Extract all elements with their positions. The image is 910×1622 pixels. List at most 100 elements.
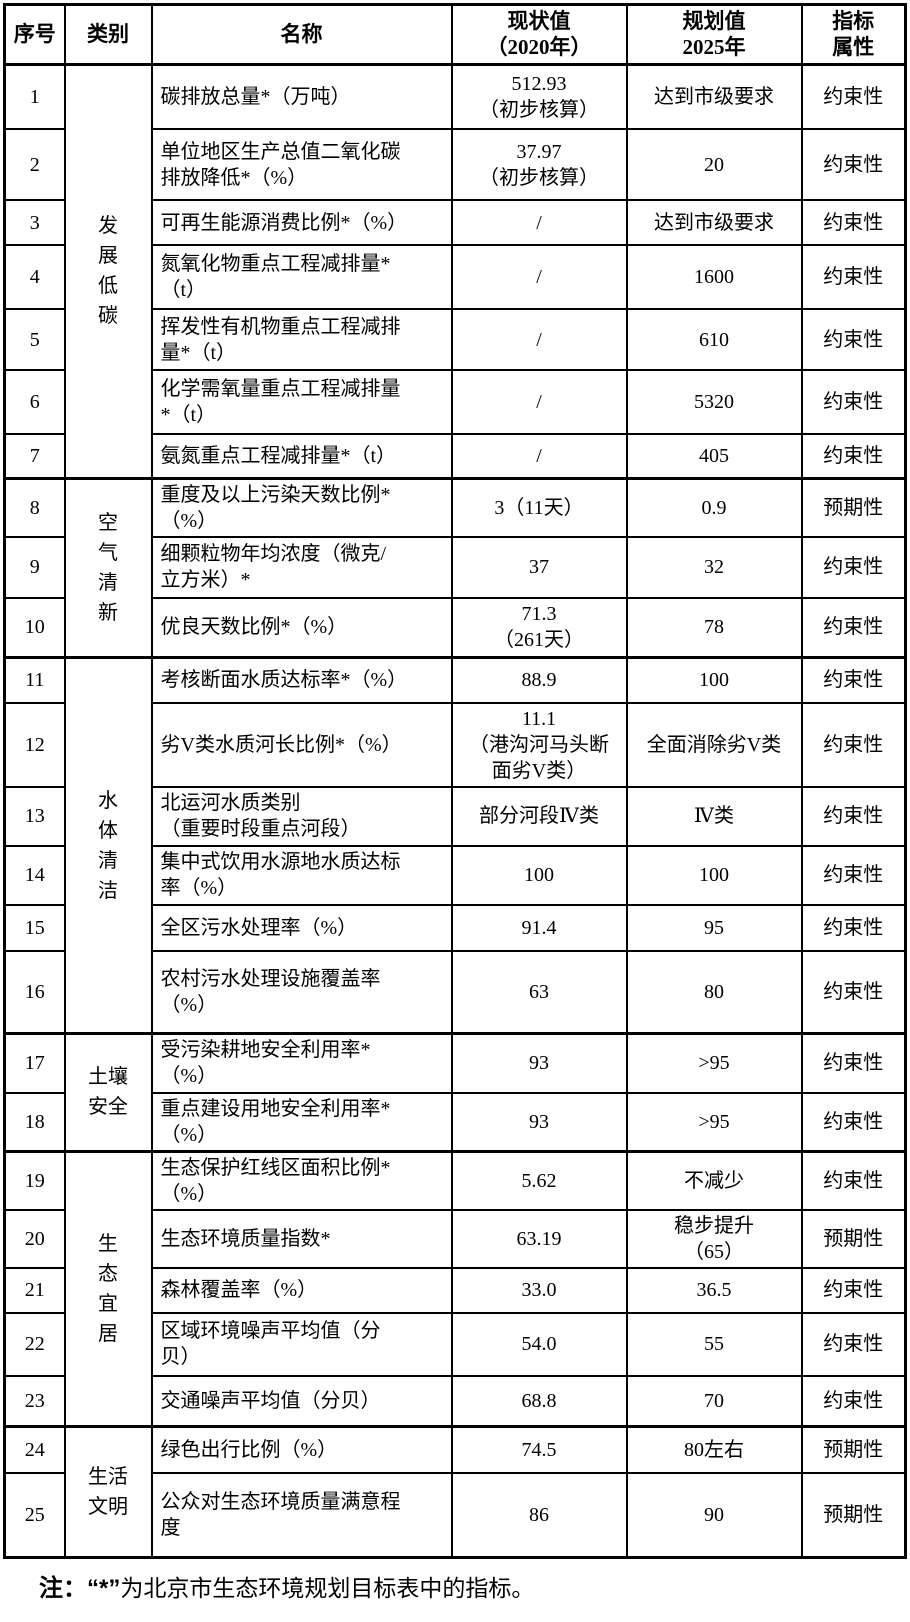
indicator-name-cell: 优良天数比例*（%） [150, 596, 453, 659]
row-number-cell: 1 [3, 63, 66, 130]
indicator-name-cell: 公众对生态环境质量满意程 度 [150, 1471, 453, 1559]
current-value-cell: 100 [450, 844, 628, 906]
indicator-name-cell: 森林覆盖率（%） [150, 1266, 453, 1314]
current-value-cell: / [450, 369, 628, 435]
row-number-cell: 13 [3, 785, 66, 847]
table-row: 9 细颗粒物年均浓度（微克/ 立方米）* 37 32 约束性 [3, 535, 907, 599]
indicator-name-cell: 可再生能源消费比例*（%） [150, 199, 453, 246]
attribute-cell: 约束性 [800, 701, 907, 788]
current-value-cell: / [450, 244, 628, 310]
planned-value-cell: 90 [625, 1471, 803, 1559]
current-value-cell: 88.9 [450, 656, 628, 704]
planned-value-cell: 不减少 [625, 1149, 803, 1211]
indicator-name-cell: 交通噪声平均值（分贝） [150, 1374, 453, 1428]
planned-value-cell: 1600 [625, 244, 803, 310]
current-value-cell: 93 [450, 1032, 628, 1094]
attribute-cell: 预期性 [800, 1471, 907, 1559]
table-row: 21 森林覆盖率（%） 33.0 36.5 约束性 [3, 1266, 907, 1314]
indicator-name-cell: 集中式饮用水源地水质达标 率（%） [150, 844, 453, 906]
row-number-cell: 22 [3, 1311, 66, 1377]
row-number-cell: 18 [3, 1091, 66, 1152]
row-number-cell: 20 [3, 1208, 66, 1269]
table-row: 10 优良天数比例*（%） 71.3 （261天） 78 约束性 [3, 596, 907, 659]
current-value-cell: 部分河段Ⅳ类 [450, 785, 628, 847]
planned-value-cell: 95 [625, 903, 803, 952]
current-value-cell: 33.0 [450, 1266, 628, 1314]
indicator-name-cell: 绿色出行比例（%） [150, 1425, 453, 1474]
indicator-name-cell: 挥发性有机物重点工程减排 量*（t） [150, 308, 453, 371]
row-number-cell: 19 [3, 1149, 66, 1211]
planned-value-cell: 80 [625, 949, 803, 1035]
current-value-cell: 3（11天） [450, 476, 628, 538]
indicator-name-cell: 农村污水处理设施覆盖率 （%） [150, 949, 453, 1035]
attribute-cell: 约束性 [800, 1091, 907, 1152]
attribute-cell: 约束性 [800, 1374, 907, 1428]
indicator-name-cell: 氨氮重点工程减排量*（t） [150, 433, 453, 479]
table-row: 18 重点建设用地安全利用率* （%） 93 >95 约束性 [3, 1091, 907, 1152]
table-row: 20 生态环境质量指数* 63.19 稳步提升 （65） 预期性 [3, 1208, 907, 1269]
planned-value-cell: 32 [625, 535, 803, 599]
attribute-cell: 约束性 [800, 308, 907, 371]
table-row: 25 公众对生态环境质量满意程 度 86 90 预期性 [3, 1471, 907, 1559]
current-value-cell: / [450, 199, 628, 246]
footnote-label: 注： [39, 1575, 87, 1602]
row-number-cell: 3 [3, 199, 66, 246]
row-number-cell: 16 [3, 949, 66, 1035]
attribute-cell: 预期性 [800, 476, 907, 538]
planned-value-cell: 610 [625, 308, 803, 371]
attribute-cell: 约束性 [800, 1149, 907, 1211]
row-number-cell: 2 [3, 128, 66, 201]
current-value-cell: 86 [450, 1471, 628, 1559]
row-number-cell: 4 [3, 244, 66, 310]
attribute-cell: 约束性 [800, 63, 907, 130]
current-value-cell: 512.93 （初步核算） [450, 63, 628, 130]
current-value-cell: / [450, 308, 628, 371]
table-row: 2 单位地区生产总值二氧化碳 排放降低*（%） 37.97 （初步核算） 20 约束性 [3, 128, 907, 201]
row-number-cell: 6 [3, 369, 66, 435]
planned-value-cell: >95 [625, 1091, 803, 1152]
attribute-cell: 预期性 [800, 1425, 907, 1474]
attribute-cell: 约束性 [800, 244, 907, 310]
row-number-cell: 12 [3, 701, 66, 788]
attribute-cell: 约束性 [800, 596, 907, 659]
attribute-cell: 约束性 [800, 1311, 907, 1377]
header-name: 名称 [150, 3, 453, 66]
current-value-cell: / [450, 433, 628, 479]
table-row: 23 交通噪声平均值（分贝） 68.8 70 约束性 [3, 1374, 907, 1428]
attribute-cell: 约束性 [800, 128, 907, 201]
indicator-name-cell: 劣V类水质河长比例*（%） [150, 701, 453, 788]
row-number-cell: 25 [3, 1471, 66, 1559]
attribute-cell: 约束性 [800, 199, 907, 246]
row-number-cell: 15 [3, 903, 66, 952]
attribute-cell: 约束性 [800, 369, 907, 435]
table-row: 12 劣V类水质河长比例*（%） 11.1 （港沟河马头断 面劣V类） 全面消除劣V类… [3, 701, 907, 788]
table-row: 4 氮氧化物重点工程减排量* （t）/1600 约束性 [3, 244, 907, 310]
planned-value-cell: 100 [625, 844, 803, 906]
attribute-cell: 预期性 [800, 1208, 907, 1269]
row-number-cell: 7 [3, 433, 66, 479]
table-row: 19 生 态 宜 居生态保护红线区面积比例* （%） 5.62 不减少 约束性 [3, 1149, 907, 1428]
category-cell: 生 态 宜 居 [63, 1149, 153, 1428]
indicator-name-cell: 重点建设用地安全利用率* （%） [150, 1091, 453, 1152]
row-number-cell: 21 [3, 1266, 66, 1314]
table-row: 13 北运河水质类别 （重要时段重点河段） 部分河段Ⅳ类 Ⅳ类 约束性 [3, 785, 907, 847]
attribute-cell: 约束性 [800, 1032, 907, 1094]
planned-value-cell: 70 [625, 1374, 803, 1428]
attribute-cell: 约束性 [800, 535, 907, 599]
indicator-name-cell: 受污染耕地安全利用率* （%） [150, 1032, 453, 1094]
planned-value-cell: 稳步提升 （65） [625, 1208, 803, 1269]
indicator-name-cell: 全区污水处理率（%） [150, 903, 453, 952]
table-row: 7 氨氮重点工程减排量*（t）/405 约束性 [3, 433, 907, 479]
indicator-name-cell: 碳排放总量*（万吨） [150, 63, 453, 130]
category-cell: 生活 文明 [63, 1425, 153, 1559]
table-row: 11 水 体 清 洁考核断面水质达标率*（%） 88.9 100 约束性 [3, 656, 907, 1035]
row-number-cell: 24 [3, 1425, 66, 1474]
indicator-name-cell: 化学需氧量重点工程减排量 *（t） [150, 369, 453, 435]
indicator-name-cell: 氮氧化物重点工程减排量* （t） [150, 244, 453, 310]
indicator-name-cell: 考核断面水质达标率*（%） [150, 656, 453, 704]
table-row: 5 挥发性有机物重点工程减排 量*（t）/610 约束性 [3, 308, 907, 371]
